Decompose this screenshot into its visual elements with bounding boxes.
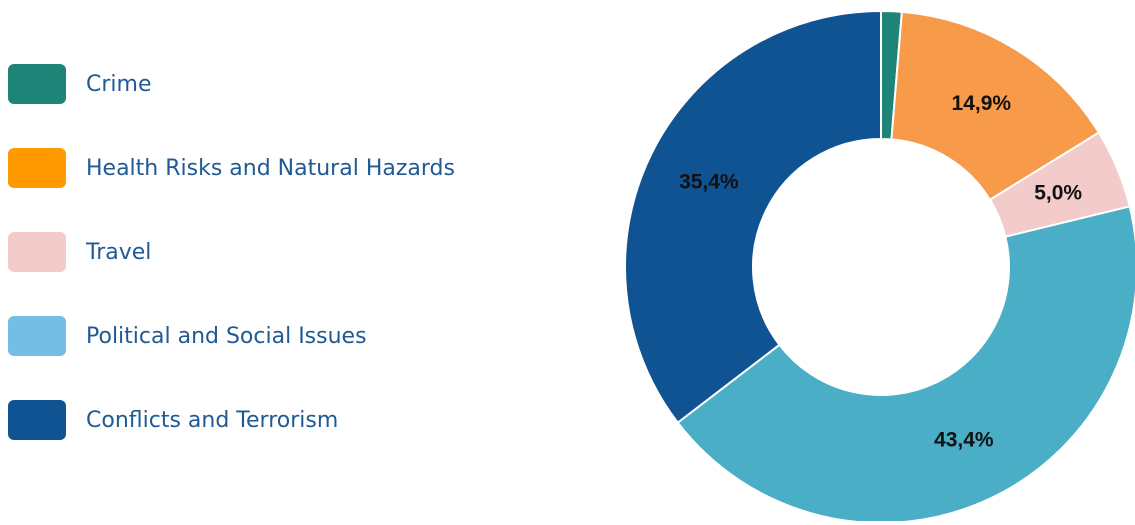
legend-item-health-risks: Health Risks and Natural Hazards <box>8 148 455 188</box>
slice-health-risks-and-natural-hazards <box>890 10 1101 202</box>
legend-label-health-risks: Health Risks and Natural Hazards <box>86 155 455 181</box>
data-label-political-and-social-issues: 43,4% <box>934 429 994 452</box>
legend-item-conflicts-terrorism: Conflicts and Terrorism <box>8 400 338 440</box>
legend-swatch-health-risks <box>8 148 66 188</box>
slice-conflicts-and-terrorism <box>624 9 882 425</box>
legend-label-crime: Crime <box>86 71 152 97</box>
slice-political-and-social-issues <box>676 205 1135 524</box>
legend-label-travel: Travel <box>86 239 152 265</box>
legend-item-crime: Crime <box>8 64 151 104</box>
donut-chart: 14,9% 5,0% 43,4% 35,4% <box>624 9 1135 524</box>
legend-item-political-social: Political and Social Issues <box>8 316 367 356</box>
data-label-health-risks-and-natural-hazards: 14,9% <box>952 92 1012 115</box>
data-label-travel: 5,0% <box>1034 181 1082 204</box>
legend-swatch-conflicts-terrorism <box>8 400 66 440</box>
legend-label-political-social: Political and Social Issues <box>86 323 367 349</box>
legend-swatch-political-social <box>8 316 66 356</box>
legend-swatch-travel <box>8 232 66 272</box>
legend-item-travel: Travel <box>8 232 151 272</box>
data-label-conflicts-and-terrorism: 35,4% <box>679 170 739 193</box>
donut-chart-area: 14,9% 5,0% 43,4% 35,4% <box>600 0 1135 524</box>
legend-label-conflicts-terrorism: Conflicts and Terrorism <box>86 407 339 433</box>
legend-swatch-crime <box>8 64 66 104</box>
